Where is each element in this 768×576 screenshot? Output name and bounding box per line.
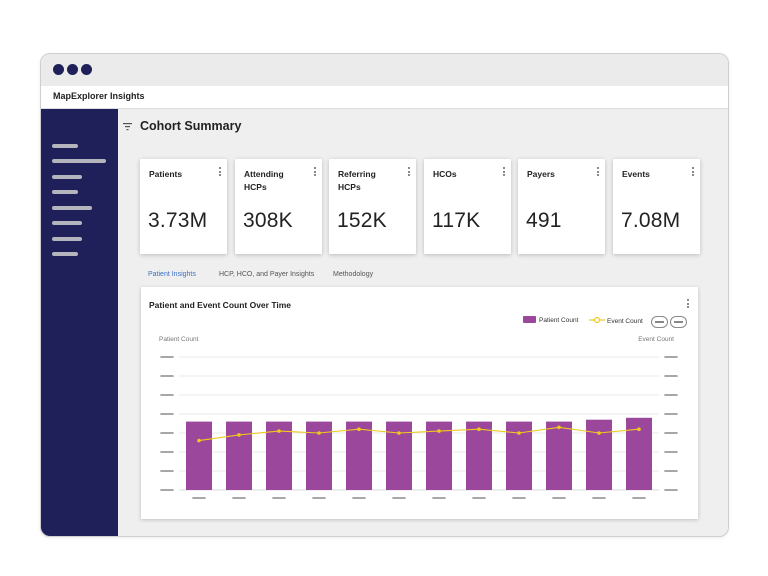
card-value: 3.73M	[148, 209, 208, 232]
card-value: 152K	[337, 209, 387, 232]
y-axis-label: Patient Count	[159, 336, 199, 343]
window-dot-icon[interactable]	[53, 64, 64, 75]
event-count-point	[197, 438, 201, 443]
bar	[546, 421, 572, 490]
bar	[186, 421, 212, 490]
legend-label: Patient Count	[539, 317, 579, 324]
page-title: Cohort Summary	[140, 119, 242, 133]
card-value: 308K	[243, 209, 293, 232]
zoom-in-button[interactable]	[670, 316, 687, 328]
app-title: MapExplorer Insights	[53, 91, 145, 101]
sidebar-item[interactable]	[52, 144, 78, 148]
sidebar-item[interactable]	[52, 206, 92, 210]
app-header: MapExplorer Insights	[41, 86, 728, 109]
metric-card-patients: Patients 3.73M	[140, 159, 227, 254]
card-value: 7.08M	[621, 209, 681, 232]
event-count-point	[317, 431, 321, 435]
event-count-point	[517, 431, 521, 435]
metric-card-events: Events 7.08M	[613, 159, 700, 254]
event-count-line	[198, 426, 640, 442]
zoom-out-button[interactable]	[651, 316, 668, 328]
card-label: Payers	[527, 169, 555, 179]
bar	[466, 421, 492, 490]
sidebar-item[interactable]	[52, 221, 82, 225]
event-count-point	[557, 425, 561, 430]
event-count-point	[277, 429, 281, 433]
sidebar-item[interactable]	[52, 237, 82, 241]
card-label: Referring HCPs	[338, 169, 376, 192]
bar	[346, 421, 372, 490]
kebab-menu-icon[interactable]	[407, 167, 411, 178]
chart-plot	[160, 356, 678, 499]
event-count-point	[397, 431, 401, 435]
legend-item-patient-count: Patient Count	[523, 316, 578, 324]
chart-card: Patient and Event Count Over Time Patien…	[141, 287, 698, 519]
chart-legend: Patient Count Event Count	[523, 316, 673, 328]
card-label: Events	[622, 169, 650, 179]
app-window: MapExplorer Insights Cohort Summary Pati…	[40, 53, 729, 537]
kebab-menu-icon[interactable]	[502, 167, 506, 178]
sidebar-item[interactable]	[52, 175, 82, 179]
metric-card-attending-hcps: Attending HCPs 308K	[235, 159, 322, 254]
card-value: 117K	[432, 209, 481, 232]
card-label: HCOs	[433, 169, 457, 179]
tab-methodology[interactable]: Methodology	[333, 271, 374, 278]
tab-hcp-hco-payer-insights[interactable]: HCP, HCO, and Payer Insights	[219, 271, 315, 278]
kebab-menu-icon[interactable]	[686, 299, 689, 310]
event-count-point	[477, 427, 481, 431]
sidebar-item[interactable]	[52, 252, 78, 256]
metric-card-referring-hcps: Referring HCPs 152K	[329, 159, 416, 254]
kebab-menu-icon[interactable]	[596, 167, 600, 178]
event-count-point	[437, 429, 441, 433]
card-label: Patients	[149, 169, 183, 179]
y2-axis-label: Event Count	[638, 336, 674, 343]
event-count-point	[597, 431, 601, 435]
card-value: 491	[526, 209, 562, 232]
sidebar-item[interactable]	[52, 190, 78, 194]
bar	[426, 421, 452, 490]
sidebar	[41, 109, 118, 536]
bar	[266, 421, 292, 490]
metric-card-hcos: HCOs 117K	[424, 159, 511, 254]
kebab-menu-icon[interactable]	[218, 167, 222, 178]
bar	[586, 419, 612, 490]
bar	[226, 421, 252, 490]
tab-patient-insights[interactable]: Patient Insights	[148, 271, 196, 278]
metric-card-payers: Payers 491	[518, 159, 605, 254]
event-count-point	[357, 427, 361, 431]
card-label: Attending HCPs	[244, 169, 284, 192]
kebab-menu-icon[interactable]	[313, 167, 317, 178]
main-content: Cohort Summary Patients 3.73M Attending …	[118, 109, 728, 536]
legend-label: Event Count	[607, 318, 643, 325]
legend-swatch-line	[589, 316, 605, 324]
filter-icon[interactable]	[123, 123, 132, 131]
event-count-point	[237, 433, 241, 437]
legend-swatch-bar	[523, 316, 536, 323]
window-titlebar	[41, 54, 728, 86]
window-dot-icon[interactable]	[67, 64, 78, 75]
chart-title: Patient and Event Count Over Time	[149, 300, 292, 310]
window-dot-icon[interactable]	[81, 64, 92, 75]
sidebar-item[interactable]	[52, 159, 106, 163]
legend-item-event-count: Event Count	[589, 316, 643, 325]
kebab-menu-icon[interactable]	[691, 167, 695, 178]
event-count-point	[637, 427, 641, 431]
